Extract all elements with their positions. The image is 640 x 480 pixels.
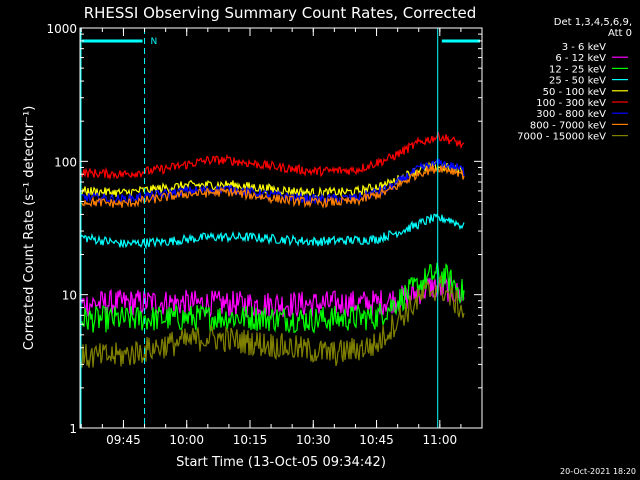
x-tick-label: 10:30 (296, 433, 331, 447)
legend-label: 12 - 25 keV (549, 64, 606, 75)
series-300-800-kev (80, 157, 465, 205)
x-tick-label: 10:15 (233, 433, 268, 447)
legend-label: 3 - 6 keV (562, 42, 606, 53)
y-tick-label: 1000 (46, 22, 77, 36)
legend-label: 6 - 12 keV (555, 53, 606, 64)
legend-detector-note: Att 0 (608, 28, 632, 39)
legend-label: 300 - 800 keV (536, 109, 606, 120)
series-7000-15000-kev (80, 275, 465, 368)
series-12-25-kev (80, 262, 465, 334)
x-tick-label: 10:00 (169, 433, 204, 447)
y-tick-label: 10 (62, 289, 77, 303)
axes: 1 10 100 1000 09:45 10:00 10:15 10:30 10:45 11:00 (46, 22, 483, 447)
y-tick-label: 100 (54, 155, 77, 169)
legend-label: 7000 - 15000 keV (517, 132, 606, 143)
series-25-50-kev (80, 213, 465, 250)
legend-detector-note: Det 1,3,4,5,6,9, (554, 17, 632, 28)
plot-area: N (80, 28, 483, 428)
x-tick-label: 09:45 (106, 433, 141, 447)
plot-frame (79, 27, 483, 429)
legend-label: 25 - 50 keV (549, 76, 606, 87)
x-axis-label: Start Time (13-Oct-05 09:34:42) (176, 455, 386, 470)
x-tick-label: 10:45 (359, 433, 394, 447)
legend-label: 800 - 7000 keV (530, 120, 606, 131)
y-axis-label: Corrected Count Rate (s⁻¹ detector⁻¹) (22, 106, 37, 351)
x-tick-label: 11:00 (423, 433, 458, 447)
footer-date: 20-Oct-2021 18:20 (560, 467, 636, 476)
y-tick-label: 1 (69, 422, 77, 436)
legend-label: 50 - 100 keV (543, 87, 607, 98)
chart-title: RHESSI Observing Summary Count Rates, Co… (84, 4, 477, 22)
legend-label: 100 - 300 keV (536, 98, 606, 109)
series-0 (152, 340, 478, 428)
night-label: N (151, 37, 158, 47)
